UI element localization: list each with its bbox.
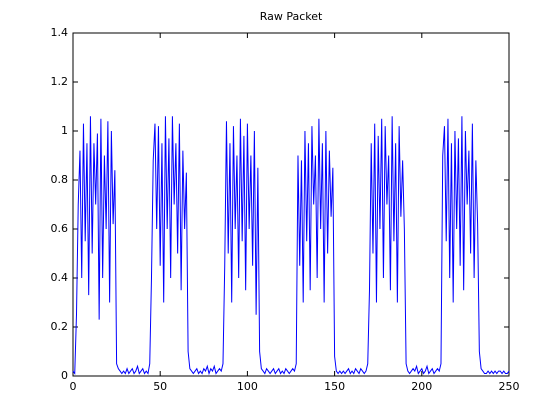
x-tick-label: 100 <box>237 380 258 393</box>
y-tick-label: 1.4 <box>51 26 69 39</box>
x-tick-label: 250 <box>499 380 520 393</box>
x-tick-label: 0 <box>70 380 77 393</box>
y-tick-label: 0 <box>61 369 68 382</box>
axes-box <box>72 32 510 377</box>
y-tick-label: 1 <box>61 124 68 137</box>
chart-title: Raw Packet <box>260 10 323 23</box>
y-tick-label: 0.2 <box>51 320 69 333</box>
y-tick-label: 1.2 <box>51 75 69 88</box>
x-tick-label: 150 <box>324 380 345 393</box>
x-tick-label: 200 <box>411 380 432 393</box>
y-tick-label: 0.6 <box>51 222 69 235</box>
y-tick-label: 0.8 <box>51 173 69 186</box>
y-tick-label: 0.4 <box>51 271 69 284</box>
x-tick-label: 50 <box>153 380 167 393</box>
data-line <box>72 116 510 376</box>
